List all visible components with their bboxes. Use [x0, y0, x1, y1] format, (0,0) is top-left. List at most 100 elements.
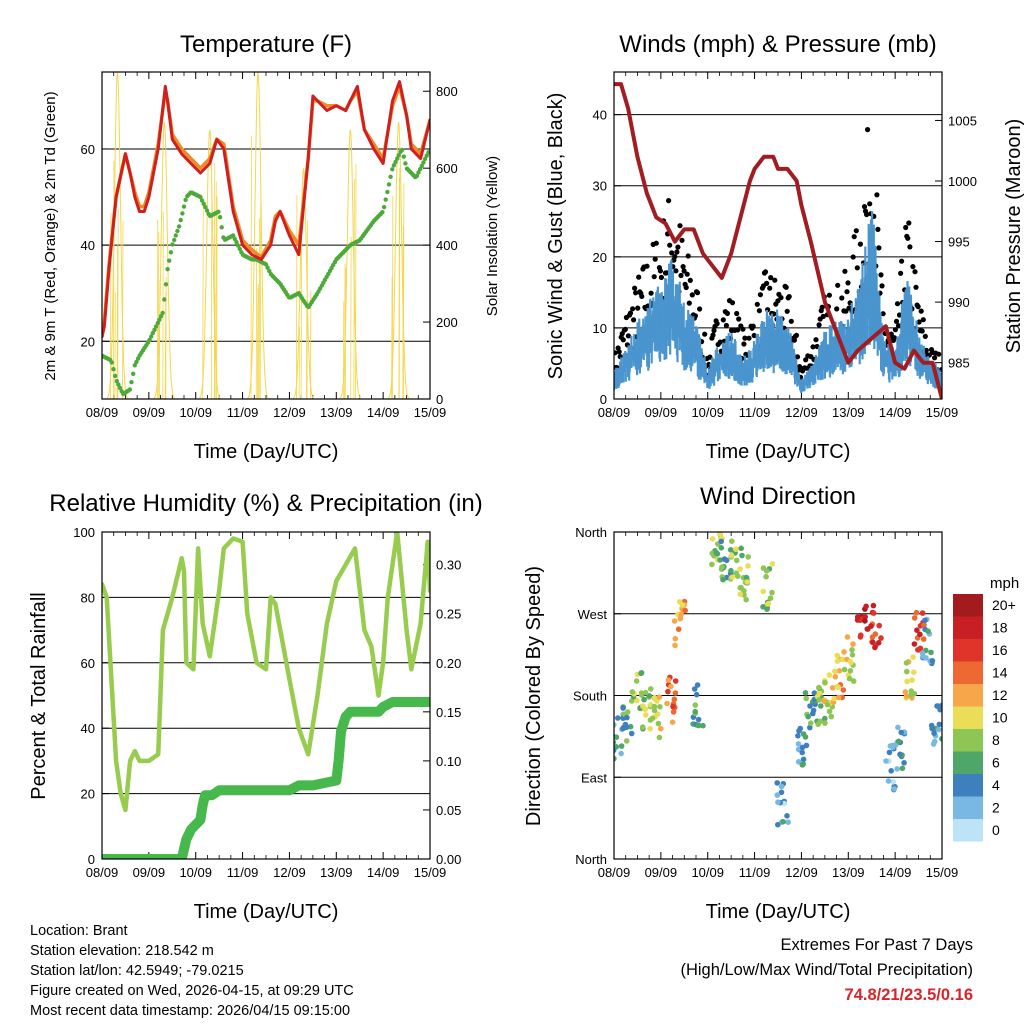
direction-point	[775, 821, 781, 828]
gust-point	[834, 306, 840, 312]
gust-point	[627, 310, 634, 316]
dewpoint-point	[178, 217, 183, 223]
direction-point	[917, 645, 924, 652]
dewpoint-point	[422, 156, 428, 162]
x-tick-label: 12/09	[273, 865, 306, 880]
gust-point	[910, 264, 916, 270]
direction-point	[822, 715, 828, 722]
gust-point	[687, 277, 693, 283]
dewpoint-point	[163, 282, 169, 287]
direction-point	[778, 789, 785, 796]
direction-point	[700, 722, 706, 729]
solar-curve	[339, 129, 362, 399]
dewpoint-point	[157, 317, 162, 322]
humidity-ylabel: Percent & Total Rainfall	[28, 592, 50, 800]
gust-point	[724, 310, 731, 316]
gust-point	[932, 355, 938, 361]
dewpoint-point	[155, 320, 160, 326]
gust-point	[894, 301, 901, 307]
direction-point	[805, 713, 811, 720]
direction-point	[642, 689, 649, 696]
direction-point	[692, 702, 699, 708]
gust-point	[919, 328, 925, 334]
y2-tick-label: 990	[948, 295, 970, 310]
direction-point	[721, 556, 728, 562]
gust-point	[835, 282, 841, 288]
winds-y2label: Station Pressure (Maroon)	[1003, 119, 1024, 354]
direction-point	[614, 722, 617, 728]
direction-point	[728, 552, 735, 559]
x-tick-label: 14/09	[879, 865, 912, 880]
gust-point	[636, 274, 642, 280]
direction-point	[655, 720, 662, 727]
clipped-series	[102, 532, 430, 859]
direction-point	[739, 552, 745, 559]
x-tick-label: 11/09	[227, 405, 259, 420]
gust-point	[710, 332, 716, 338]
y-tick-label: 0	[600, 392, 607, 407]
direction-point	[614, 734, 620, 740]
temp-2m-line	[102, 80, 430, 338]
y2-tick-label: 400	[436, 238, 458, 253]
dewpoint-point	[117, 385, 123, 391]
y-tick-label: 40	[593, 108, 607, 123]
direction-point	[695, 722, 701, 729]
direction-point	[937, 706, 942, 713]
direction-point	[847, 658, 854, 665]
direction-point	[694, 682, 701, 688]
direction-point	[803, 695, 809, 702]
dewpoint-point	[198, 194, 203, 200]
dewpoint-point	[129, 380, 134, 385]
x-tick-label: 15/09	[414, 865, 447, 880]
legend-label: 4	[992, 777, 1000, 793]
direction-point	[849, 652, 856, 658]
direction-point	[832, 674, 839, 680]
legend-label: 12	[992, 687, 1008, 703]
x-tick-label: 08/09	[86, 865, 119, 880]
direction-point	[862, 614, 868, 620]
dewpoint-point	[109, 360, 115, 365]
legend-swatch	[953, 729, 983, 752]
gust-point	[854, 265, 860, 271]
dewpoint-point	[421, 160, 426, 165]
gust-point	[784, 308, 790, 314]
direction-point	[657, 704, 663, 710]
direction-point	[718, 538, 724, 545]
direction-point	[624, 714, 630, 721]
temperature-plot-area: 08/09 09/09 10/09 11/09 12/09 13/09 14/09 15/09…	[81, 72, 458, 420]
direction-point	[854, 614, 861, 620]
gust-point	[819, 304, 825, 310]
dewpoint-point	[263, 262, 269, 267]
direction-point	[802, 734, 809, 740]
direction-point	[836, 668, 843, 674]
direction-ylabel: Direction (Colored By Speed)	[523, 566, 545, 826]
direction-point	[885, 778, 892, 784]
dewpoint-point	[180, 211, 185, 216]
dewpoint-point	[403, 161, 408, 166]
direction-point	[811, 690, 818, 696]
direction-point	[743, 574, 750, 581]
y2-tick-label: 1000	[948, 174, 977, 189]
direction-point	[665, 677, 672, 683]
winds-panel: Winds (mph) & Pressure (mb) 08/09 09/09 10…	[545, 31, 1024, 463]
direction-point	[936, 726, 942, 733]
gust-point	[816, 322, 822, 328]
dewpoint-point	[381, 204, 387, 210]
direction-point	[679, 602, 686, 608]
winds-title: Winds (mph) & Pressure (mb)	[619, 31, 936, 58]
legend-swatch	[953, 774, 983, 797]
y-tick-label: 40	[81, 238, 95, 253]
direction-point	[720, 576, 726, 583]
y2-tick-label: 0.15	[436, 705, 461, 720]
direction-point	[769, 589, 775, 596]
direction-point	[822, 720, 828, 726]
gust-point	[729, 300, 736, 306]
humidity-xlabel: Time (Day/UTC)	[194, 901, 339, 923]
temperature-ylabel: 2m & 9m T (Red, Orange) & 2m Td (Green)	[42, 91, 59, 380]
x-tick-label: 15/09	[926, 405, 959, 420]
gust-point	[625, 333, 632, 339]
dewpoint-point	[152, 327, 157, 332]
dewpoint-point	[232, 236, 237, 242]
direction-point	[826, 708, 833, 715]
